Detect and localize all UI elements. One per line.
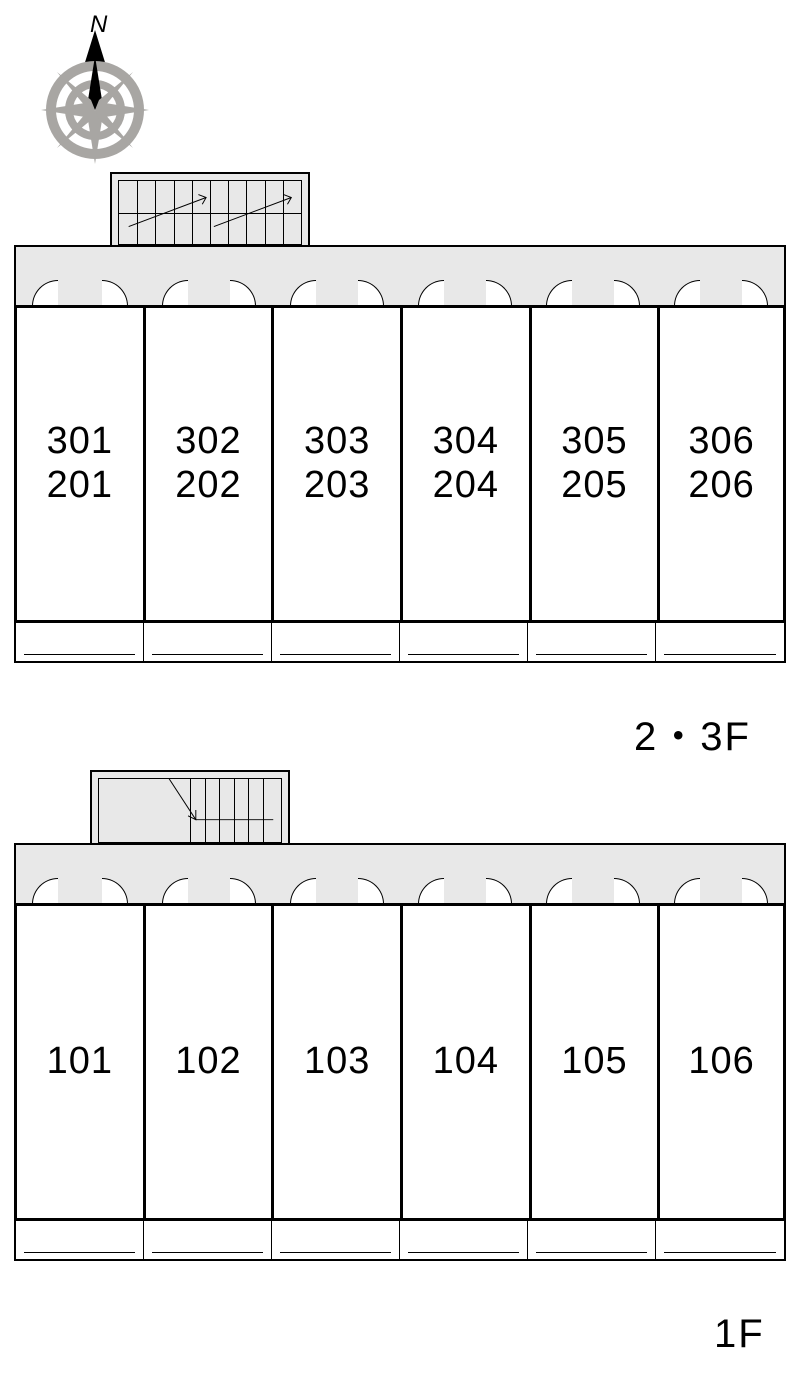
- stair-box-1: [90, 770, 290, 843]
- floor-block-1: 101 102 103 104 105 106: [14, 770, 786, 1300]
- unit-301-201: 301 201: [14, 305, 143, 623]
- unit-303-203: 303 203: [271, 305, 400, 623]
- balcony-row-23: [14, 623, 786, 663]
- unit-label: 305: [561, 420, 627, 464]
- units-row-1: 101 102 103 104 105 106: [14, 903, 786, 1221]
- unit-104: 104: [400, 903, 529, 1221]
- unit-102: 102: [143, 903, 272, 1221]
- unit-label: 302: [175, 420, 241, 464]
- unit-105: 105: [529, 903, 658, 1221]
- unit-101: 101: [14, 903, 143, 1221]
- unit-106: 106: [657, 903, 786, 1221]
- corridor-1: [14, 843, 786, 905]
- unit-label: 303: [304, 420, 370, 464]
- floor-label-23: 2・3F: [634, 704, 751, 762]
- units-row-23: 301 201 302 202 303 203 304 204 305 205 …: [14, 305, 786, 623]
- stair-box-23: [110, 172, 310, 245]
- unit-label: 106: [688, 1040, 754, 1084]
- balcony-row-1: [14, 1221, 786, 1261]
- unit-label: 103: [304, 1040, 370, 1084]
- unit-label: 205: [561, 464, 627, 508]
- unit-label: 201: [47, 464, 113, 508]
- compass-icon: N: [30, 10, 160, 175]
- floorplan-canvas: N: [0, 0, 800, 1373]
- floor-label-1: 1F: [714, 1312, 765, 1357]
- unit-302-202: 302 202: [143, 305, 272, 623]
- unit-label: 104: [433, 1040, 499, 1084]
- unit-label: 301: [47, 420, 113, 464]
- floor-block-2-3: 301 201 302 202 303 203 304 204 305 205 …: [14, 172, 786, 702]
- unit-label: 102: [175, 1040, 241, 1084]
- unit-label: 306: [688, 420, 754, 464]
- unit-label: 203: [304, 464, 370, 508]
- unit-304-204: 304 204: [400, 305, 529, 623]
- unit-label: 101: [47, 1040, 113, 1084]
- unit-label: 206: [688, 464, 754, 508]
- unit-label: 202: [175, 464, 241, 508]
- unit-label: 105: [561, 1040, 627, 1084]
- unit-305-205: 305 205: [529, 305, 658, 623]
- unit-label: 204: [433, 464, 499, 508]
- unit-label: 304: [433, 420, 499, 464]
- svg-text:N: N: [90, 11, 108, 38]
- unit-103: 103: [271, 903, 400, 1221]
- unit-306-206: 306 206: [657, 305, 786, 623]
- corridor-23: [14, 245, 786, 307]
